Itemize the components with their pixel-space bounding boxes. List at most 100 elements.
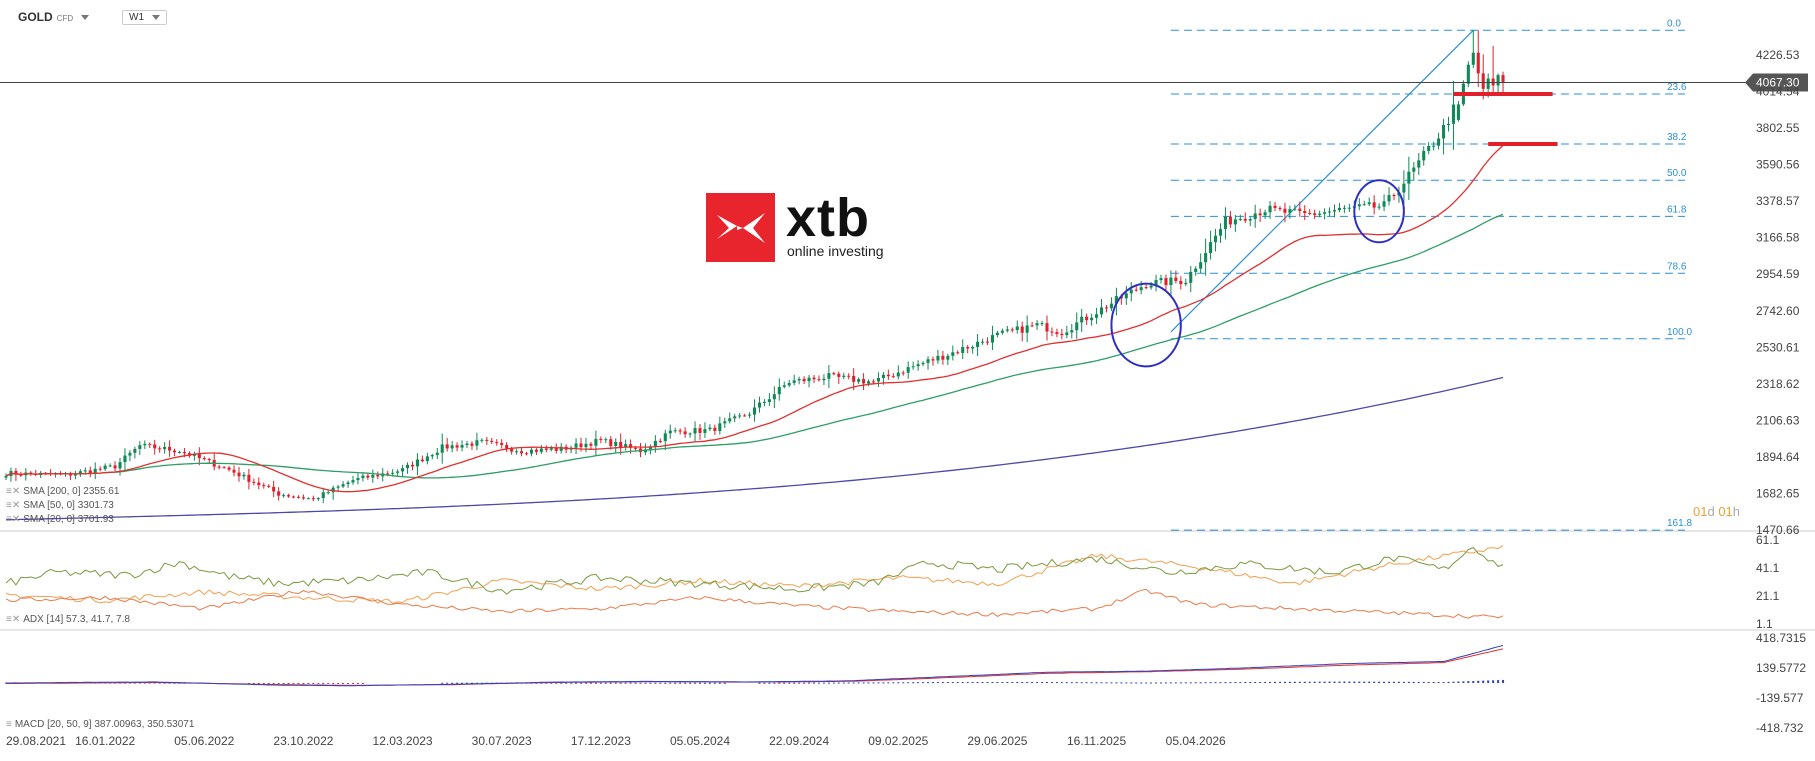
candle	[133, 448, 137, 453]
macd-histogram-bar	[1308, 681, 1311, 683]
fib-label: 38.2	[1667, 132, 1687, 143]
macd-histogram-bar	[550, 682, 553, 684]
macd-histogram-bar	[1278, 681, 1281, 683]
candle	[192, 453, 196, 456]
price-tick-label: 3166.58	[1756, 231, 1800, 245]
candle	[1501, 75, 1505, 83]
x-axis-label: 05.06.2022	[174, 734, 234, 748]
macd-histogram-bar	[1214, 682, 1217, 684]
settings-icon[interactable]: ≡	[6, 719, 12, 730]
macd-histogram-bar	[1432, 681, 1435, 683]
indicator-label-sma50[interactable]: ≡✕ SMA [50, 0] 3301.73	[6, 500, 114, 511]
macd-histogram-bar	[351, 683, 354, 684]
macd-histogram-bar	[1021, 682, 1024, 684]
candle	[1362, 204, 1366, 206]
price-tick-label: 3378.57	[1756, 194, 1800, 208]
candle	[1372, 202, 1376, 208]
macd-histogram-bar	[1353, 681, 1356, 683]
settings-icon[interactable]: ≡✕	[6, 614, 21, 625]
fib-label: 100.0	[1667, 327, 1692, 338]
macd-histogram-bar	[307, 683, 310, 684]
macd-histogram-bar	[1155, 682, 1158, 684]
candle	[981, 341, 985, 343]
candle	[787, 382, 791, 386]
macd-histogram-bar	[540, 682, 543, 684]
macd-histogram-bar	[763, 682, 766, 684]
candle	[182, 452, 186, 454]
macd-histogram-bar	[867, 682, 870, 684]
macd-histogram-bar	[1298, 681, 1301, 683]
indicator-label-macd[interactable]: ≡ MACD [20, 50, 9] 387.00963, 350.53071	[6, 719, 195, 730]
logo-tagline: online investing	[787, 243, 884, 259]
macd-histogram-bar	[470, 682, 473, 684]
candle	[1000, 330, 1004, 333]
candle	[777, 386, 781, 395]
candle	[1194, 268, 1198, 272]
macd-histogram-bar	[332, 683, 335, 684]
settings-icon[interactable]: ≡✕	[6, 500, 21, 511]
macd-histogram-bar	[813, 682, 816, 684]
candle	[445, 444, 449, 449]
candle	[1238, 218, 1242, 220]
indicator-label-adx[interactable]: ≡✕ ADX [14] 57.3, 41.7, 7.8	[6, 614, 130, 625]
candle	[951, 352, 955, 356]
candle	[262, 485, 266, 487]
symbol-selector[interactable]: GOLD CFD	[18, 10, 90, 24]
candle	[1030, 325, 1034, 327]
timeframe-selector[interactable]: W1	[122, 10, 167, 25]
sma20-line	[5, 144, 1504, 493]
macd-histogram-bar	[842, 682, 845, 684]
candle	[916, 364, 920, 367]
indicator-label-sma200[interactable]: ≡✕ SMA [200, 0] 2355.61	[6, 486, 120, 497]
candle	[1189, 271, 1193, 283]
macd-histogram-bar	[1313, 681, 1316, 683]
candle	[520, 451, 524, 454]
candle	[1218, 229, 1223, 236]
macd-histogram-bar	[713, 682, 716, 684]
candle	[1288, 209, 1292, 213]
macd-histogram-bar	[698, 682, 701, 684]
candle	[802, 378, 806, 382]
candle	[1318, 213, 1322, 215]
candle	[653, 440, 657, 447]
candle	[222, 467, 226, 469]
candle	[847, 375, 851, 377]
settings-icon[interactable]: ≡✕	[6, 486, 21, 497]
candle	[272, 486, 276, 492]
price-tick-label: 1470.66	[1756, 523, 1800, 537]
candle	[1164, 278, 1168, 286]
macd-histogram-bar	[852, 682, 855, 684]
macd-histogram-bar	[822, 682, 825, 684]
candle	[857, 379, 861, 382]
candle	[1213, 235, 1218, 243]
macd-histogram-bar	[570, 682, 573, 684]
candle	[143, 443, 147, 446]
candle	[544, 448, 548, 450]
macd-histogram-bar	[287, 683, 290, 684]
macd-histogram-bar	[1467, 681, 1470, 683]
candle	[168, 446, 172, 451]
macd-histogram-bar	[862, 682, 865, 684]
macd-histogram-bar	[580, 682, 583, 684]
fib-label: 161.8	[1667, 518, 1692, 529]
macd-histogram-bar	[1303, 681, 1306, 683]
macd-histogram-bar	[604, 682, 607, 684]
settings-icon[interactable]: ≡✕	[6, 514, 21, 525]
macd-histogram-bar	[1343, 681, 1346, 683]
candle	[232, 469, 236, 473]
candle	[301, 497, 305, 499]
macd-histogram-bar	[456, 682, 459, 684]
macd-histogram-bar	[793, 682, 796, 684]
macd-histogram-bar	[297, 683, 300, 684]
macd-histogram-bar	[773, 682, 776, 684]
candle	[757, 402, 762, 408]
macd-histogram-bar	[1011, 682, 1014, 684]
macd-tick-label: -418.732	[1756, 721, 1804, 735]
macd-histogram-bar	[1412, 681, 1415, 683]
price-tick-label: 2954.59	[1756, 267, 1800, 281]
price-tick-label: 1682.65	[1756, 486, 1800, 500]
indicator-label-sma20[interactable]: ≡✕ SMA [20, 0] 3701.93	[6, 514, 114, 525]
candle	[1209, 242, 1213, 254]
candle	[1496, 75, 1500, 86]
